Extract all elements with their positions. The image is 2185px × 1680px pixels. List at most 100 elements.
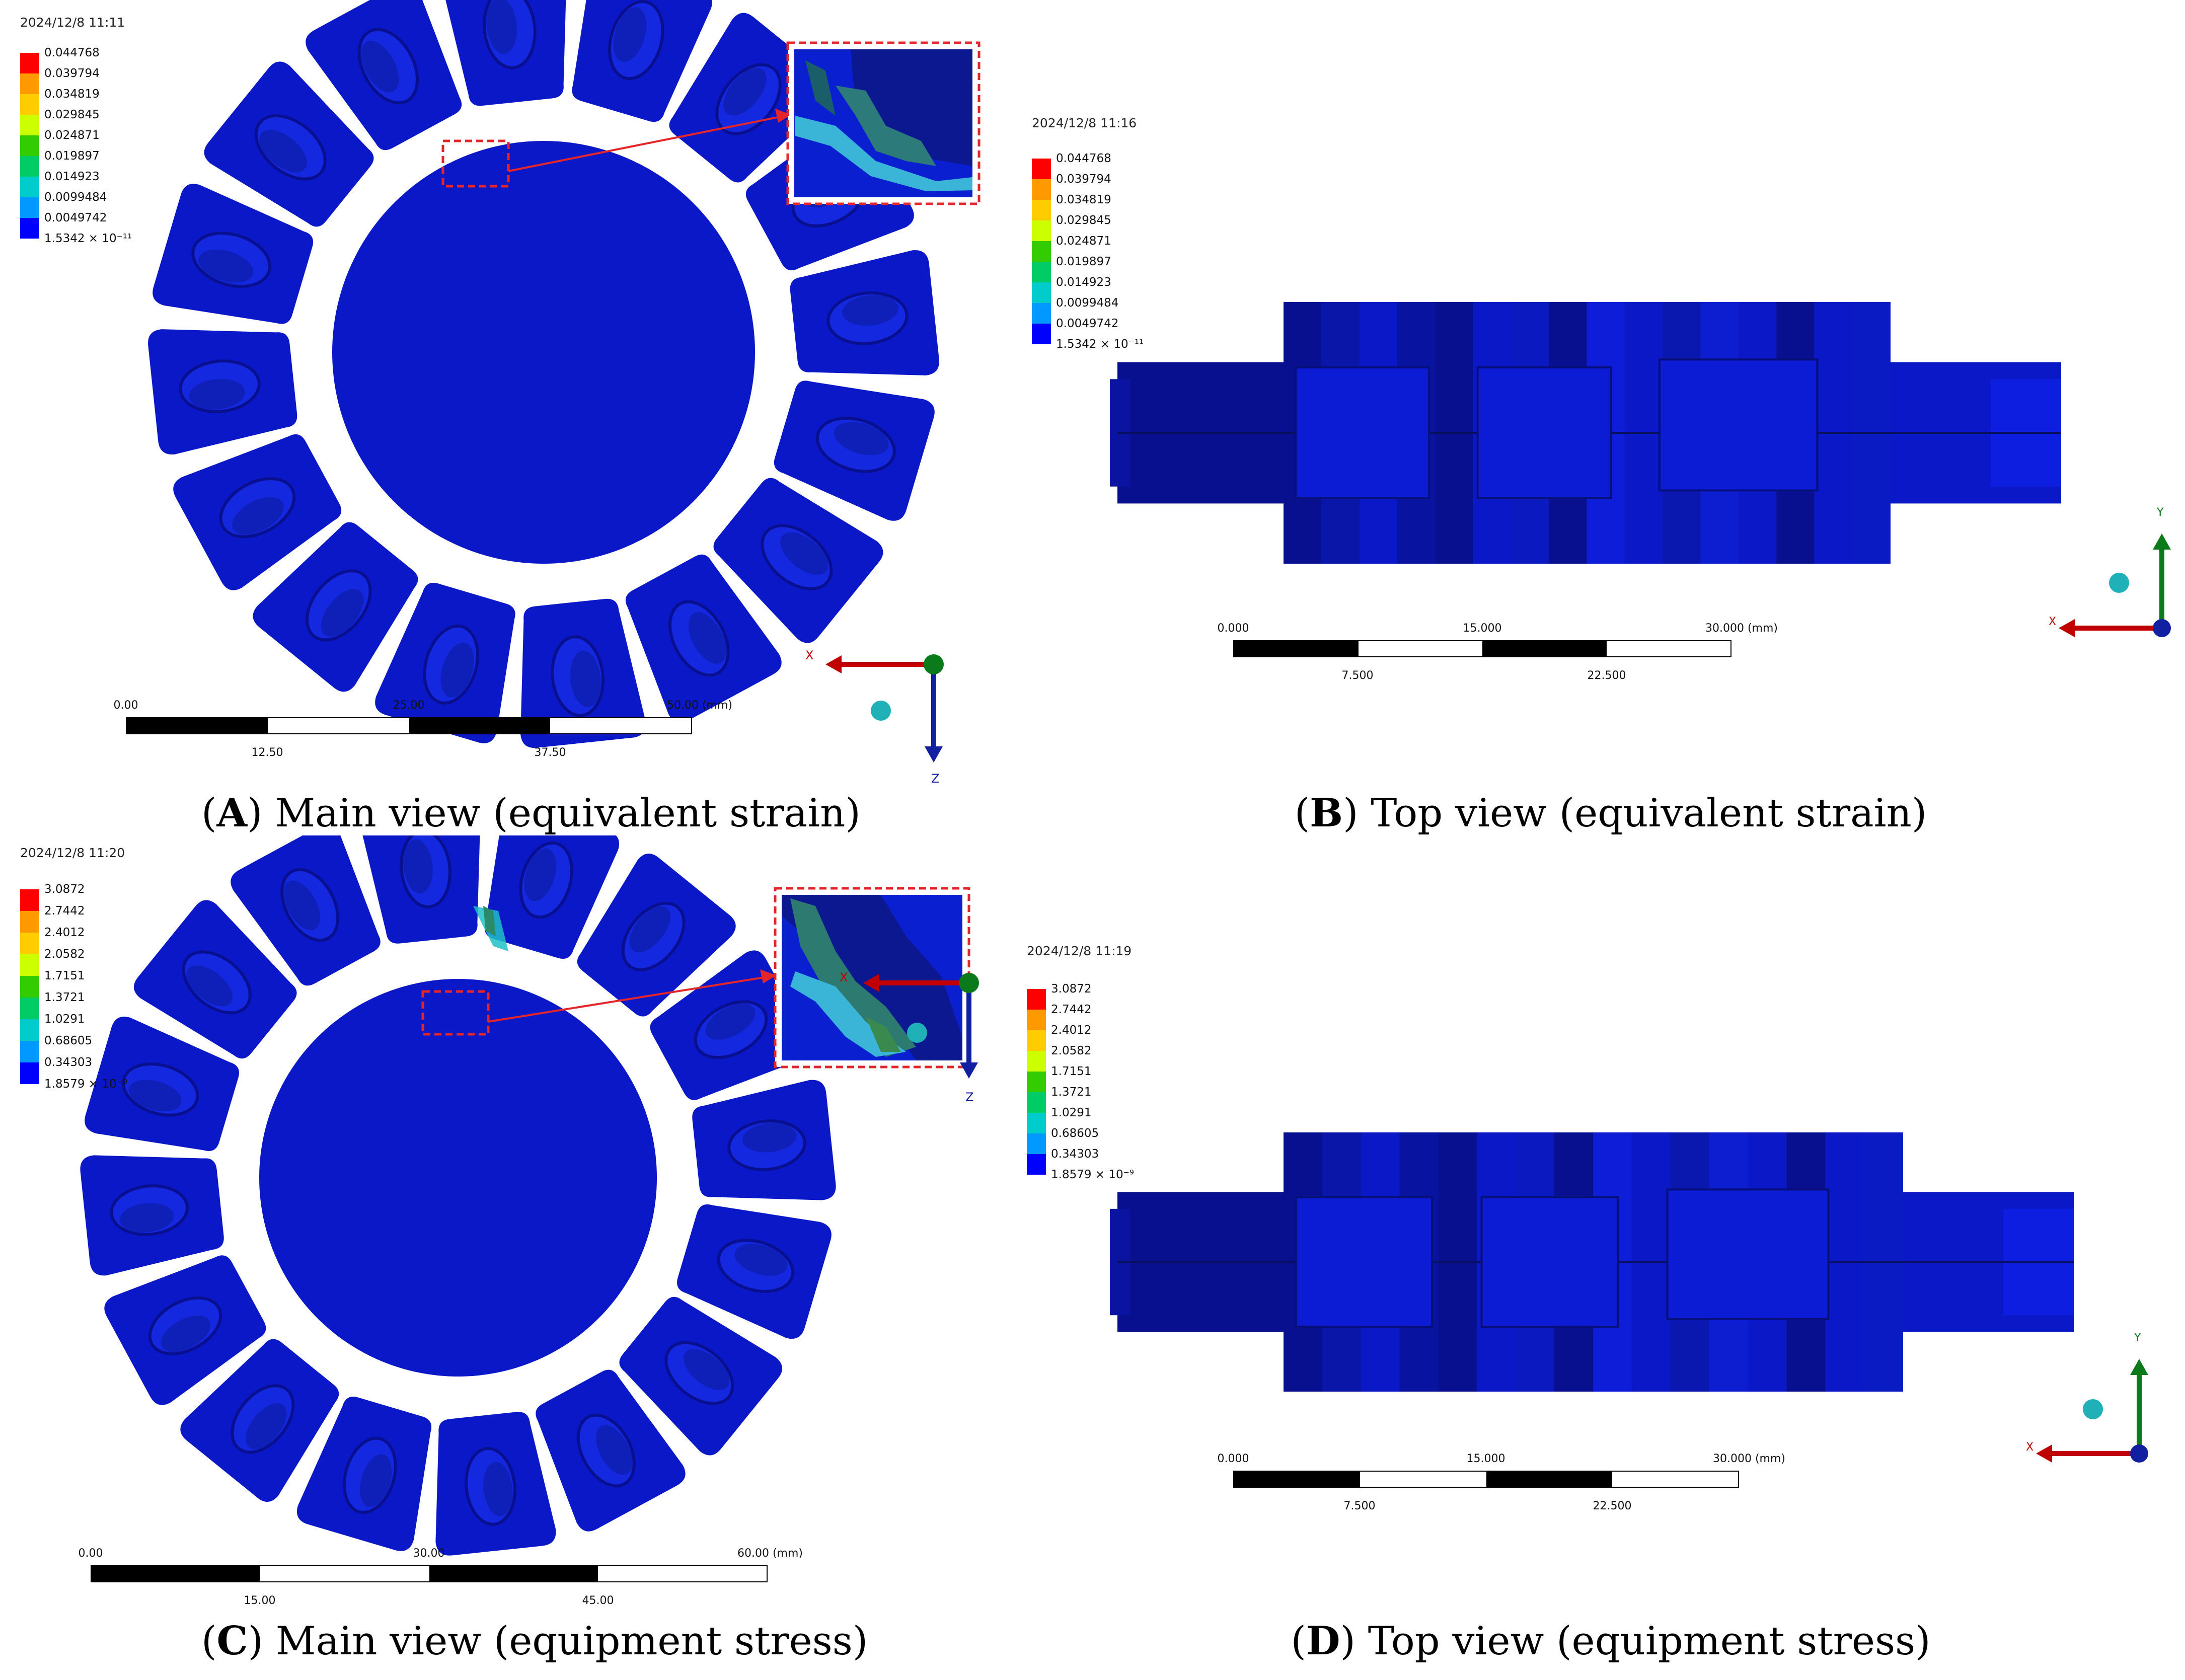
blade-segment bbox=[306, 0, 462, 150]
blade-segment bbox=[204, 61, 374, 227]
blade-segment bbox=[435, 1412, 556, 1556]
svg-text:Z: Z bbox=[965, 1090, 973, 1104]
scale-tick: 30.00 bbox=[413, 1547, 445, 1560]
scale-tick: 25.00 bbox=[393, 699, 425, 712]
legend-label: 0.014923 bbox=[1056, 276, 1111, 289]
legend-label: 0.039794 bbox=[44, 67, 100, 80]
inner-block bbox=[1295, 1196, 1434, 1328]
legend-label: 2.0582 bbox=[44, 948, 85, 961]
blade-segment bbox=[790, 250, 939, 375]
legend-label: 0.029845 bbox=[1056, 214, 1111, 227]
blade-segment bbox=[296, 1397, 432, 1551]
caption-c: (C) Main view (equipment stress) bbox=[201, 1618, 868, 1664]
scale-tick: 60.00 (mm) bbox=[737, 1547, 803, 1560]
blade-segment bbox=[625, 554, 782, 723]
legend-label: 0.024871 bbox=[1056, 235, 1111, 248]
legend-label: 1.5342 × 10⁻¹¹ bbox=[44, 232, 132, 245]
blade-segment bbox=[360, 835, 481, 944]
svg-text:Y: Y bbox=[2156, 506, 2164, 519]
scale-tick: 30.000 (mm) bbox=[1713, 1453, 1785, 1465]
scale-tick: 15.00 bbox=[244, 1594, 276, 1607]
legend-label: 0.034819 bbox=[44, 88, 100, 101]
inner-block bbox=[1659, 358, 1819, 492]
scale-tick: 45.00 bbox=[582, 1594, 614, 1607]
blade-segment bbox=[484, 835, 620, 959]
caption-a: (A) Main view (equivalent strain) bbox=[201, 790, 861, 836]
legend-label: 2.4012 bbox=[44, 926, 85, 939]
legend-label: 0.044768 bbox=[1056, 152, 1111, 165]
legend-label: 0.019897 bbox=[1056, 255, 1111, 268]
blade-segment bbox=[85, 1016, 239, 1152]
blade-segment bbox=[253, 522, 418, 692]
legend-label: 1.7151 bbox=[1051, 1065, 1092, 1078]
legend-label: 0.039794 bbox=[1056, 173, 1111, 186]
legend-label: 2.4012 bbox=[1051, 1024, 1092, 1037]
legend-label: 3.0872 bbox=[1051, 982, 1092, 996]
panel-c: X Z 2024/12/8 11:20 3.0872 2.7442 2.4012… bbox=[0, 835, 1007, 1641]
legend-label: 0.014923 bbox=[44, 170, 100, 183]
timestamp: 2024/12/8 11:19 bbox=[1027, 944, 1132, 958]
zoom-inset-image bbox=[794, 49, 972, 197]
axis-triad-b: Y X bbox=[2049, 506, 2171, 637]
legend-label: 0.019897 bbox=[44, 149, 100, 163]
blade-segment bbox=[80, 1155, 224, 1276]
legend-label: 1.3721 bbox=[1051, 1086, 1092, 1099]
main-view-model-c: X Z bbox=[80, 835, 979, 1556]
main-view-model-a: X Z bbox=[148, 0, 981, 786]
scale-tick: 22.500 bbox=[1587, 669, 1626, 682]
hub-disc bbox=[332, 141, 755, 564]
legend-label: 0.0049742 bbox=[1056, 317, 1119, 330]
inner-block bbox=[1480, 1196, 1619, 1328]
blade-segment bbox=[153, 184, 314, 324]
blade-segment bbox=[173, 434, 342, 590]
scale-tick: 0.000 bbox=[1217, 1453, 1249, 1465]
blade-segment bbox=[231, 835, 381, 986]
zoom-arrow bbox=[508, 115, 786, 172]
timestamp: 2024/12/8 11:16 bbox=[1032, 116, 1137, 130]
svg-text:X: X bbox=[840, 970, 848, 984]
blade-segment bbox=[713, 478, 883, 643]
legend-label: 0.034819 bbox=[1056, 193, 1111, 206]
zoom-inset-image bbox=[782, 895, 962, 1060]
scale-tick: 0.000 bbox=[1217, 622, 1249, 635]
highlight-box bbox=[421, 990, 490, 1036]
svg-text:X: X bbox=[2049, 616, 2056, 628]
svg-text:X: X bbox=[805, 648, 813, 662]
blade-segment bbox=[692, 1080, 836, 1200]
scale-tick: 15.000 bbox=[1463, 622, 1502, 635]
timestamp: 2024/12/8 11:11 bbox=[20, 15, 125, 30]
blade-segment bbox=[650, 950, 812, 1100]
blade-segment bbox=[104, 1255, 266, 1405]
legend-label: 2.7442 bbox=[44, 904, 85, 918]
caption-b: (B) Top view (equivalent strain) bbox=[1294, 790, 1927, 836]
scale-tick: 22.500 bbox=[1593, 1500, 1632, 1512]
inner-block bbox=[1666, 1188, 1830, 1320]
legend-label: 0.029845 bbox=[44, 108, 100, 121]
scale-tick: 7.500 bbox=[1341, 669, 1374, 682]
top-view-model-b: Y X bbox=[1110, 302, 2171, 637]
hub-disc bbox=[259, 979, 657, 1377]
legend-label: 1.3721 bbox=[44, 991, 85, 1004]
scale-tick: 15.000 bbox=[1466, 1453, 1505, 1465]
scale-tick: 37.50 bbox=[534, 746, 566, 759]
legend-label: 2.0582 bbox=[1051, 1044, 1092, 1057]
scale-tick: 0.00 bbox=[78, 1547, 103, 1560]
legend-label: 0.68605 bbox=[44, 1034, 93, 1047]
scale-tick: 0.00 bbox=[113, 699, 138, 712]
svg-text:Y: Y bbox=[2134, 1332, 2141, 1344]
caption-d: (D) Top view (equipment stress) bbox=[1291, 1618, 1931, 1664]
zoom-arrow bbox=[488, 975, 771, 1023]
blade-segment bbox=[134, 900, 297, 1059]
scale-tick: 12.50 bbox=[251, 746, 283, 759]
blade-segment bbox=[148, 329, 297, 454]
panel-d: Y X 2024/12/8 11:19 3.0872 2.7442 2.4012… bbox=[1007, 835, 2185, 1641]
top-view-model-d: Y X bbox=[1110, 1132, 2148, 1463]
blade-segment bbox=[375, 582, 515, 743]
blade-segment bbox=[520, 598, 646, 748]
legend-label: 0.0049742 bbox=[44, 211, 107, 224]
legend-label: 1.7151 bbox=[44, 969, 85, 982]
legend-label: 2.7442 bbox=[1051, 1003, 1092, 1016]
scale-tick: 7.500 bbox=[1343, 1500, 1376, 1512]
legend-label: 1.8579 × 10⁻⁹ bbox=[44, 1078, 127, 1091]
blade-segment bbox=[441, 0, 567, 106]
